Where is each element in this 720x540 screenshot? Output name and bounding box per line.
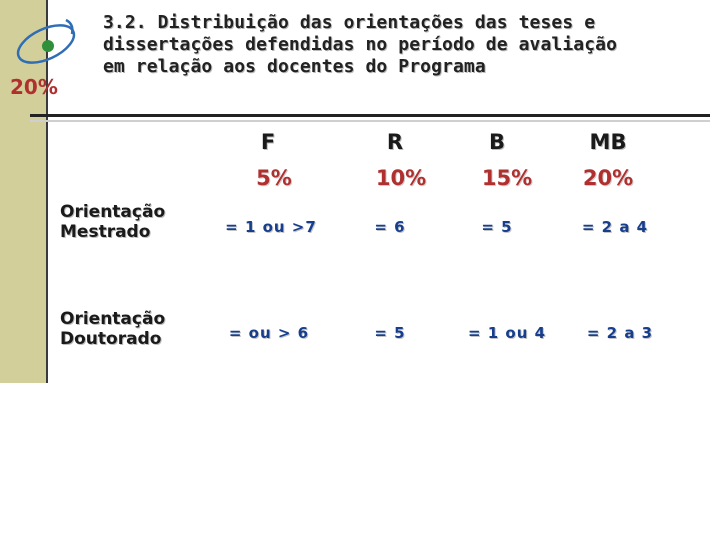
- row-label-line: Mestrado: [60, 222, 151, 243]
- side-bar: [0, 0, 46, 383]
- row-label-doutorado: Orientação Doutorado: [60, 309, 165, 350]
- row-label-line: Doutorado: [60, 329, 162, 350]
- column-header-mb: MB: [589, 130, 627, 154]
- title-line: 3.2. Distribuição das orientações das te…: [103, 12, 596, 33]
- column-percent-f: 5%: [256, 166, 292, 190]
- row-label-line: Orientação: [60, 202, 166, 222]
- cell-mestrado-mb: = 2 a 4: [581, 218, 649, 236]
- cell-doutorado-f: = ou > 6: [228, 324, 310, 342]
- column-percent-b: 15%: [481, 166, 533, 190]
- cell-mestrado-r: = 6: [374, 218, 406, 236]
- row-label-line: Orientação: [60, 309, 166, 329]
- column-percent-r: 10%: [375, 166, 427, 190]
- cell-doutorado-mb: = 2 a 3: [586, 324, 654, 342]
- column-header-b: B: [488, 130, 505, 154]
- cell-mestrado-f: = 1 ou >7: [225, 218, 317, 236]
- title-line: dissertações defendidas no período de av…: [103, 33, 618, 55]
- column-header-r: R: [386, 130, 404, 154]
- slide-title: 3.2. Distribuição das orientações das te…: [103, 12, 713, 78]
- column-percent-mb: 20%: [582, 166, 634, 190]
- title-line: em relação aos docentes do Programa: [103, 55, 486, 77]
- column-header-f: F: [260, 130, 276, 154]
- row-label-mestrado: Orientação Mestrado: [60, 202, 165, 243]
- cell-doutorado-b: = 1 ou 4: [467, 324, 547, 342]
- title-divider-shadow: [30, 120, 710, 122]
- title-divider: [30, 114, 710, 117]
- cell-doutorado-r: = 5: [374, 324, 406, 342]
- section-weight: 20%: [10, 75, 58, 99]
- orbit-logo-icon: [16, 18, 76, 64]
- cell-mestrado-b: = 5: [481, 218, 513, 236]
